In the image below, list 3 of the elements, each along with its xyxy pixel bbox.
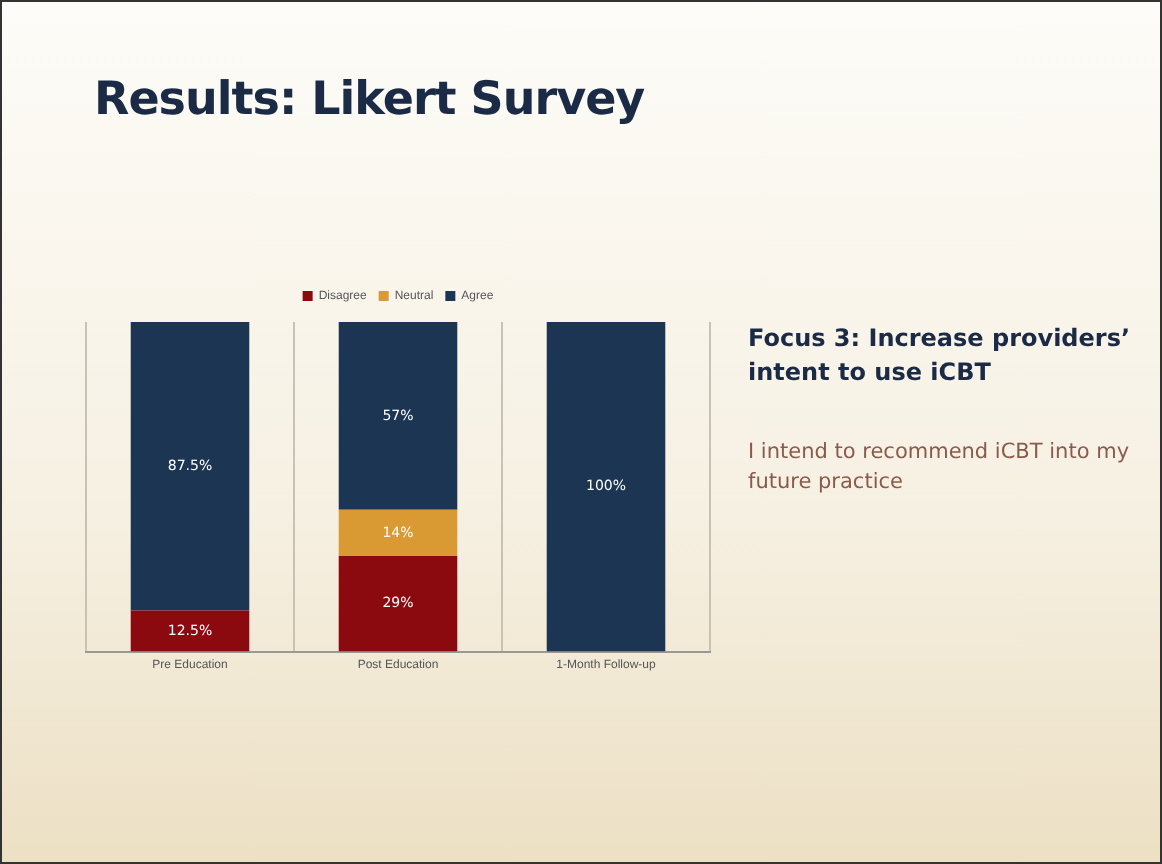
text: Focus 3: Increase providers’ intent to use iCBT [748, 322, 1133, 391]
chart-title: Results: Likert Survey [94, 74, 645, 126]
text: I intend to recommend iCBT into my future practice [748, 438, 1132, 499]
